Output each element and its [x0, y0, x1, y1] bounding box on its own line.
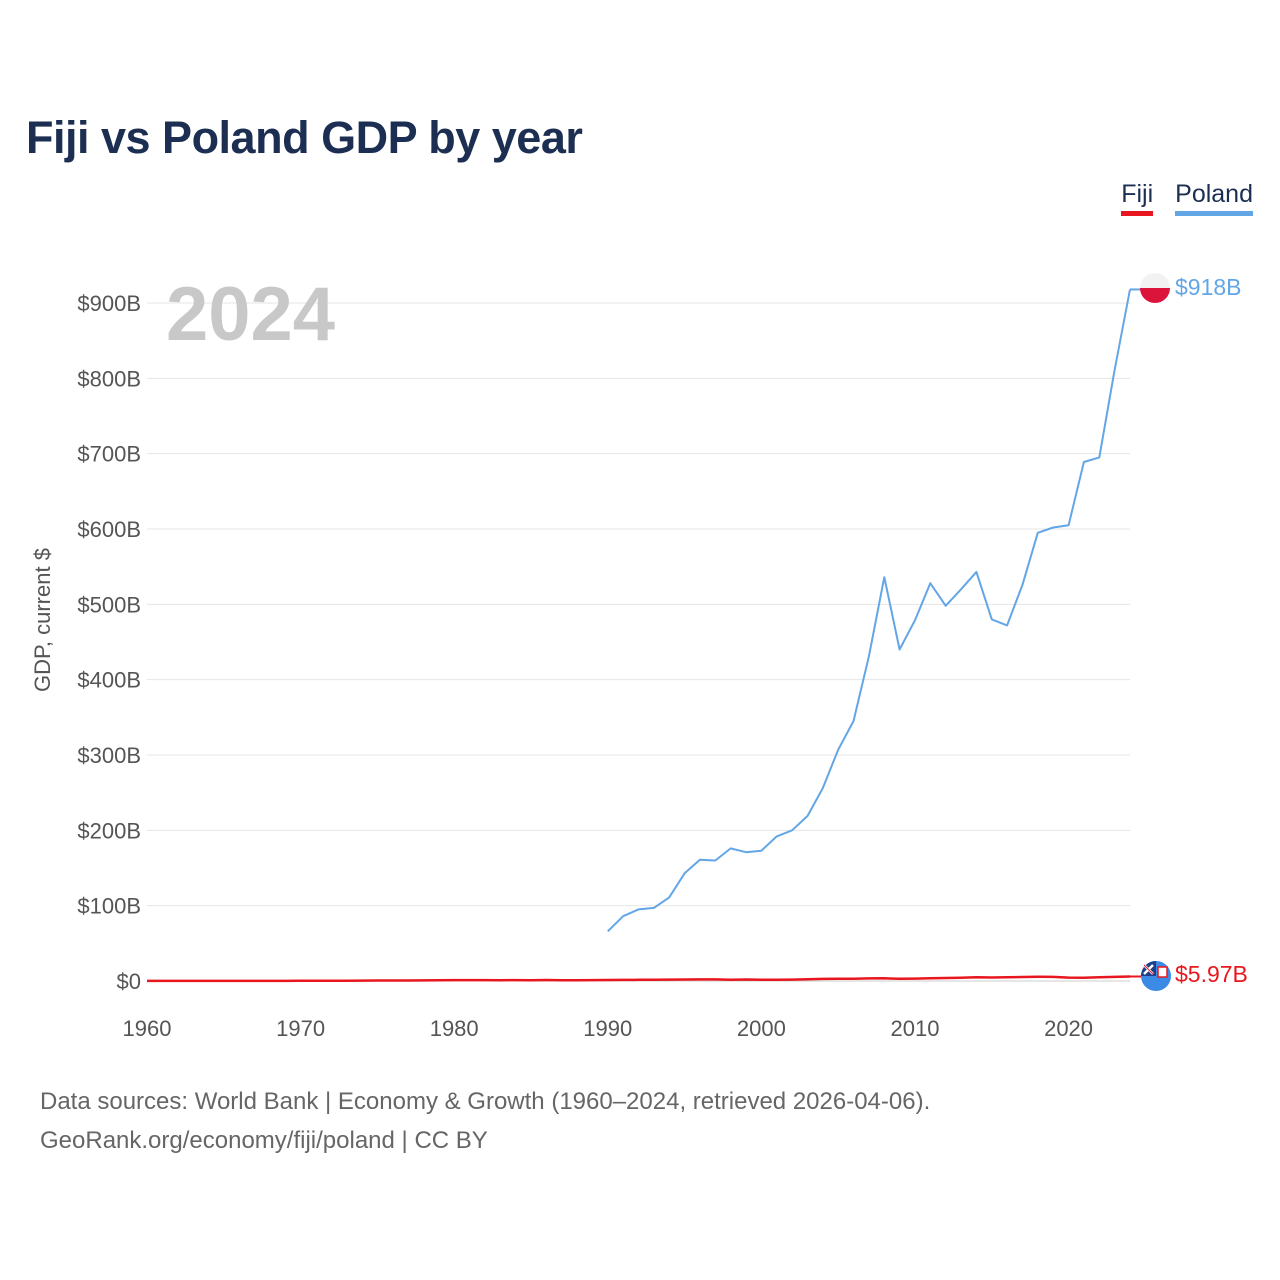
x-tick-label: 1970	[276, 1016, 325, 1041]
legend: Fiji Poland	[1121, 180, 1253, 216]
poland-end-label: $918B	[1175, 274, 1242, 300]
x-tick-label: 1990	[583, 1016, 632, 1041]
source-line-1: Data sources: World Bank | Economy & Gro…	[40, 1088, 931, 1115]
x-tick-label: 1960	[123, 1016, 172, 1041]
year-overlay: 2024	[166, 272, 335, 357]
fiji-flag-icon	[1141, 961, 1171, 991]
fiji-end-label: $5.97B	[1175, 961, 1248, 987]
y-tick-label: $400B	[77, 668, 141, 693]
legend-item-fiji[interactable]: Fiji	[1121, 180, 1154, 216]
y-axis-label: GDP, current $	[30, 548, 55, 692]
source-note: Data sources: World Bank | Economy & Gro…	[40, 1082, 930, 1160]
y-tick-label: $500B	[77, 592, 141, 617]
series-line-poland	[607, 289, 1131, 933]
gdp-line-chart: $0 $100B $200B $300B $400B $500B $600B $700B $80…	[30, 272, 1248, 1041]
series-line-fiji	[147, 975, 1131, 983]
chart-title: Fiji vs Poland GDP by year	[26, 112, 583, 163]
y-tick-label: $200B	[77, 818, 141, 843]
poland-flag-icon	[1140, 273, 1170, 303]
y-tick-label: $100B	[77, 894, 141, 919]
y-tick-label: $300B	[77, 743, 141, 768]
y-tick-label: $900B	[77, 291, 141, 316]
x-tick-label: 2010	[890, 1016, 939, 1041]
x-tick-label: 2000	[737, 1016, 786, 1041]
y-tick-label: $800B	[77, 366, 141, 391]
source-line-2: GeoRank.org/economy/fiji/poland | CC BY	[40, 1127, 488, 1154]
x-tick-label: 1980	[430, 1016, 479, 1041]
y-tick-label: $600B	[77, 517, 141, 542]
y-tick-label: $0	[117, 969, 141, 994]
y-tick-label: $700B	[77, 442, 141, 467]
legend-item-poland[interactable]: Poland	[1175, 180, 1253, 216]
x-tick-label: 2020	[1044, 1016, 1093, 1041]
